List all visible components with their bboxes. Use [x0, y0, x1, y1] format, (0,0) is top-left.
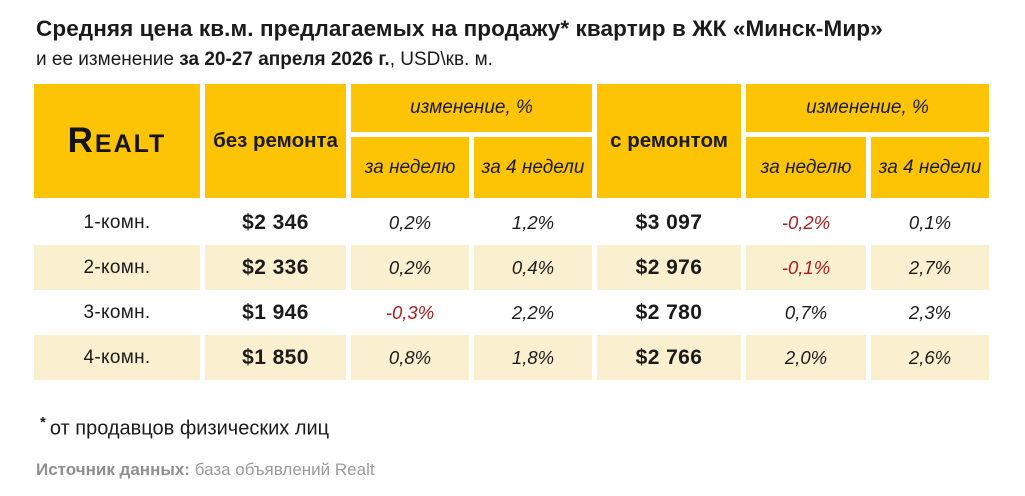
- header-renovated: с ремонтом: [597, 84, 741, 198]
- table-header: Realt без ремонта изменение, % за неделю…: [34, 84, 989, 198]
- table-row-3room: 3-комн. $1 946 -0,3% 2,2% $2 780 0,7% 2,…: [34, 290, 989, 335]
- page-subtitle: и ее изменение за 20-27 апреля 2026 г., …: [36, 49, 1025, 71]
- change-week-no-renovation: 0,2%: [388, 211, 432, 233]
- realt-logo: Realt: [34, 84, 200, 198]
- change-week-no-renovation: 0,2%: [351, 245, 469, 290]
- price-no-renovation: $1 946: [242, 300, 309, 324]
- footnote-text: от продавцов физических лиц: [49, 417, 330, 440]
- room-type-label: 1-комн.: [83, 211, 151, 233]
- subtitle-suffix: , USD\кв. м.: [389, 49, 493, 70]
- change-4weeks-no-renovation: 1,2%: [511, 211, 555, 233]
- footnote-asterisk: *: [40, 414, 46, 431]
- room-type-label: 2-комн.: [34, 245, 200, 290]
- subtitle-prefix: и ее изменение: [36, 49, 180, 70]
- realt-logo-text: Realt: [67, 120, 167, 160]
- price-renovated: $2 976: [597, 245, 741, 290]
- data-source: Источник данных: база объявлений Realt: [36, 460, 1025, 480]
- subtitle-period: за 20-27 апреля 2026 г.: [179, 49, 390, 70]
- header-change-renovated: изменение, %: [746, 84, 989, 132]
- header-change-no-renovation: изменение, %: [351, 84, 592, 132]
- change-week-renovated: 2,0%: [746, 335, 866, 380]
- change-4weeks-no-renovation: 0,4%: [474, 245, 592, 290]
- table-row-2room: 2-комн. $2 336 0,2% 0,4% $2 976 -0,1% 2,…: [34, 245, 989, 290]
- room-type-label: 3-комн.: [83, 301, 151, 323]
- source-label: Источник данных:: [36, 459, 190, 479]
- table-row-1room: 1-комн. $2 346 0,2% 1,2% $3 097 -0,2% 0,…: [34, 200, 989, 245]
- header-4weeks-no-renovation: за 4 недели: [474, 137, 592, 198]
- change-4weeks-renovated: 2,6%: [871, 335, 989, 380]
- price-renovated: $2 780: [635, 300, 703, 324]
- price-renovated: $2 766: [597, 335, 741, 380]
- change-week-no-renovation: -0,3%: [385, 301, 435, 323]
- canvas: Средняя цена кв.м. предлагаемых на прода…: [34, 16, 1025, 480]
- source-value: база объявлений Realt: [194, 459, 375, 479]
- change-week-renovated: -0,1%: [746, 245, 866, 290]
- price-renovated: $3 097: [635, 210, 703, 234]
- change-week-renovated: 0,7%: [784, 301, 828, 323]
- price-no-renovation: $2 336: [205, 245, 346, 290]
- change-week-no-renovation: 0,8%: [351, 335, 469, 380]
- header-4weeks-renovated: за 4 недели: [871, 137, 989, 198]
- header-no-renovation: без ремонта: [205, 84, 346, 198]
- change-4weeks-no-renovation: 1,8%: [474, 335, 592, 380]
- room-type-label: 4-комн.: [34, 335, 200, 380]
- price-no-renovation: $1 850: [205, 335, 346, 380]
- page-title: Средняя цена кв.м. предлагаемых на прода…: [36, 16, 883, 41]
- change-week-renovated: -0,2%: [781, 211, 831, 233]
- header-week-renovated: за неделю: [746, 137, 866, 198]
- footnote: * от продавцов физических лиц: [40, 414, 1025, 441]
- header-week-no-renovation: за неделю: [351, 137, 469, 198]
- table-row-4room: 4-комн. $1 850 0,8% 1,8% $2 766 2,0% 2,6…: [34, 335, 989, 380]
- change-4weeks-no-renovation: 2,2%: [511, 301, 555, 323]
- change-4weeks-renovated: 0,1%: [908, 211, 952, 233]
- change-4weeks-renovated: 2,7%: [871, 245, 989, 290]
- change-4weeks-renovated: 2,3%: [908, 301, 952, 323]
- price-no-renovation: $2 346: [242, 210, 309, 234]
